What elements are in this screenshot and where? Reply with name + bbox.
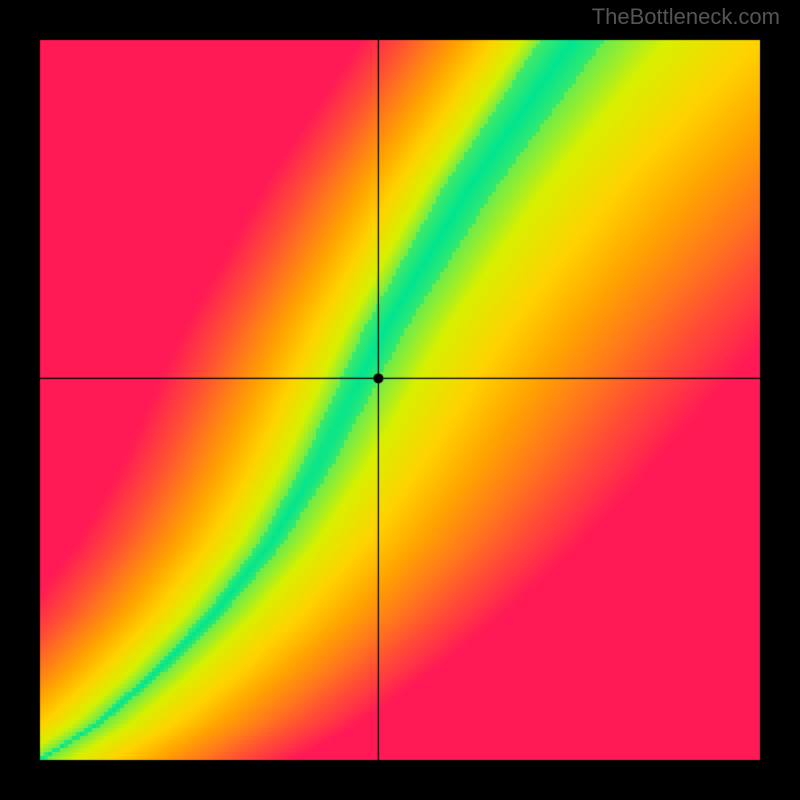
- watermark-text: TheBottleneck.com: [592, 4, 780, 30]
- heatmap-canvas: [0, 0, 800, 800]
- chart-container: TheBottleneck.com: [0, 0, 800, 800]
